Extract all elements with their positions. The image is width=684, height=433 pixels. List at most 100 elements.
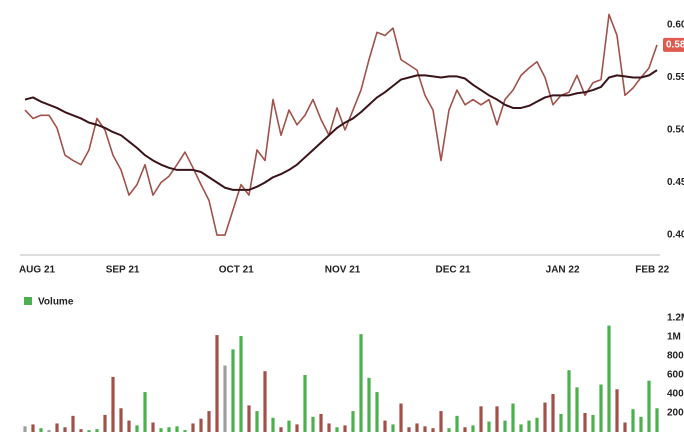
volume-bar xyxy=(151,422,155,432)
volume-bar xyxy=(215,335,219,432)
x-tick-label: OCT 21 xyxy=(219,265,254,276)
volume-bar xyxy=(455,415,459,432)
price-line xyxy=(24,69,658,191)
volume-bar xyxy=(439,411,443,432)
volume-bar xyxy=(567,370,571,432)
volume-bar xyxy=(423,426,427,432)
volume-bar xyxy=(63,427,67,432)
y-tick-label: 400K xyxy=(667,389,684,400)
volume-bar xyxy=(207,411,211,432)
volume-bar xyxy=(599,384,603,432)
volume-bar xyxy=(239,336,243,432)
volume-bar xyxy=(255,411,259,432)
volume-bar xyxy=(431,428,435,432)
x-tick-label: SEP 21 xyxy=(106,265,140,276)
volume-bar xyxy=(47,430,51,432)
volume-bar xyxy=(559,413,563,432)
volume-bar xyxy=(543,402,547,432)
volume-bar xyxy=(183,430,187,432)
volume-bar xyxy=(447,428,451,432)
volume-bar xyxy=(135,425,139,432)
volume-bar xyxy=(39,428,43,432)
volume-bar xyxy=(95,429,99,432)
volume-bar xyxy=(335,427,339,432)
legend-label: Volume xyxy=(38,297,74,308)
volume-bar xyxy=(519,424,523,432)
x-tick-label: AUG 21 xyxy=(19,265,56,276)
volume-bar xyxy=(607,325,611,432)
volume-bar xyxy=(231,349,235,432)
volume-bar xyxy=(527,420,531,432)
volume-bar xyxy=(311,416,315,432)
x-tick-label: JAN 22 xyxy=(546,265,580,276)
volume-bar xyxy=(287,420,291,432)
volume-bar xyxy=(591,414,595,432)
legend-swatch xyxy=(24,297,32,305)
y-tick-label: 1M xyxy=(667,332,681,343)
volume-bar xyxy=(71,415,75,432)
y-tick-label: 800K xyxy=(667,351,684,362)
y-tick-label: 0.40 xyxy=(667,230,684,241)
price-line xyxy=(24,13,658,236)
volume-bar xyxy=(487,421,491,432)
volume-bar xyxy=(535,417,539,432)
x-tick-label: NOV 21 xyxy=(325,265,361,276)
volume-bar xyxy=(103,414,107,432)
price-badge xyxy=(663,37,684,52)
volume-bar xyxy=(271,417,275,432)
volume-bar xyxy=(479,406,483,432)
volume-bar xyxy=(119,408,123,432)
volume-bar xyxy=(199,418,203,432)
volume-bar xyxy=(127,420,131,432)
volume-bar xyxy=(159,428,163,432)
y-tick-label: 1.2M xyxy=(667,313,684,324)
x-tick-label: DEC 21 xyxy=(435,265,470,276)
volume-bar xyxy=(631,409,635,432)
volume-bar xyxy=(303,375,307,432)
volume-bar xyxy=(647,380,651,432)
volume-bar xyxy=(639,416,643,432)
volume-bar xyxy=(615,389,619,432)
volume-bar xyxy=(143,392,147,432)
volume-bar xyxy=(111,376,115,432)
volume-bar xyxy=(23,426,27,432)
volume-bar xyxy=(551,394,555,432)
volume-bar xyxy=(623,422,627,432)
y-tick-label: 0.55 xyxy=(667,72,684,83)
volume-bar xyxy=(223,365,227,432)
y-tick-label: 0.60 xyxy=(667,20,684,31)
volume-bar xyxy=(359,334,363,432)
volume-bar xyxy=(319,413,323,432)
volume-bar xyxy=(495,406,499,432)
volume-bar xyxy=(167,427,171,432)
volume-bar xyxy=(31,424,35,432)
volume-bar xyxy=(655,408,659,432)
volume-bar xyxy=(407,427,411,432)
volume-bar xyxy=(351,411,355,432)
volume-bar xyxy=(471,425,475,432)
volume-bar xyxy=(463,427,467,432)
y-tick-label: 600K xyxy=(667,370,684,381)
volume-bar xyxy=(511,403,515,432)
volume-bar xyxy=(79,429,83,432)
volume-bar xyxy=(583,413,587,432)
volume-bar xyxy=(375,392,379,432)
volume-bar xyxy=(391,424,395,432)
volume-bar xyxy=(295,424,299,432)
volume-bar xyxy=(279,427,283,432)
volume-bar xyxy=(191,423,195,432)
volume-bar xyxy=(87,430,91,432)
volume-bar xyxy=(263,371,267,432)
y-tick-label: 200K xyxy=(667,408,684,419)
y-tick-label: 0.50 xyxy=(667,125,684,136)
volume-bar xyxy=(55,423,59,432)
volume-bar xyxy=(383,420,387,432)
volume-bar xyxy=(175,426,179,432)
price-badge-label: 0.58 xyxy=(666,40,684,51)
volume-bar xyxy=(415,423,419,432)
y-tick-label: 0.45 xyxy=(667,177,684,188)
volume-bar xyxy=(575,387,579,432)
volume-bar xyxy=(367,377,371,432)
x-tick-label: FEB 22 xyxy=(635,265,669,276)
